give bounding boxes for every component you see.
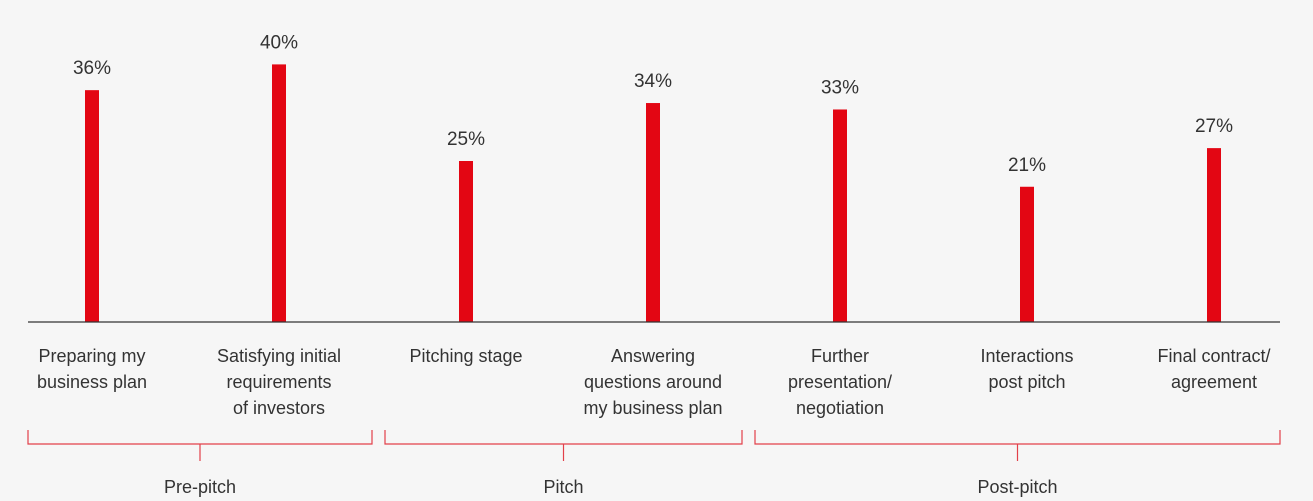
group-bracket-3	[754, 430, 1281, 461]
bar-1	[85, 90, 99, 322]
value-label-1: 36%	[73, 58, 111, 79]
category-label-7: Final contract/agreement	[1157, 346, 1270, 392]
group-label-1: Pre-pitch	[164, 477, 236, 497]
value-label-5: 33%	[821, 77, 859, 98]
group-bracket-1	[27, 430, 373, 461]
value-labels: 36% 40% 25% 34% 33% 21% 27%	[73, 32, 1233, 175]
bar-2	[272, 64, 286, 323]
group-label-2: Pitch	[543, 477, 583, 497]
bar-5	[833, 109, 847, 322]
category-label-3: Pitching stage	[409, 346, 522, 366]
category-label-6: Interactions post pitch	[980, 346, 1073, 392]
category-label-1: Preparing my business plan	[37, 346, 147, 392]
bar-7	[1207, 148, 1221, 322]
value-label-7: 27%	[1195, 116, 1233, 137]
bars	[85, 64, 1221, 323]
group-brackets	[27, 430, 1281, 461]
value-label-4: 34%	[634, 71, 672, 92]
group-label-3: Post-pitch	[977, 477, 1057, 497]
bar-3	[459, 161, 473, 322]
category-labels: Preparing my business plan Satisfying init…	[37, 346, 1271, 418]
value-label-6: 21%	[1008, 155, 1046, 176]
value-label-2: 40%	[260, 32, 298, 53]
category-label-2: Satisfying initial requirements of investo…	[217, 346, 341, 418]
group-bracket-2	[384, 430, 743, 461]
bar-6	[1020, 186, 1034, 322]
group-labels: Pre-pitch Pitch Post-pitch	[164, 477, 1058, 497]
category-label-5: Further presentation/negotiation	[788, 346, 892, 418]
category-label-4: Answering questions around my business pla…	[583, 346, 722, 418]
value-label-3: 25%	[447, 129, 485, 150]
bar-4	[646, 103, 660, 322]
